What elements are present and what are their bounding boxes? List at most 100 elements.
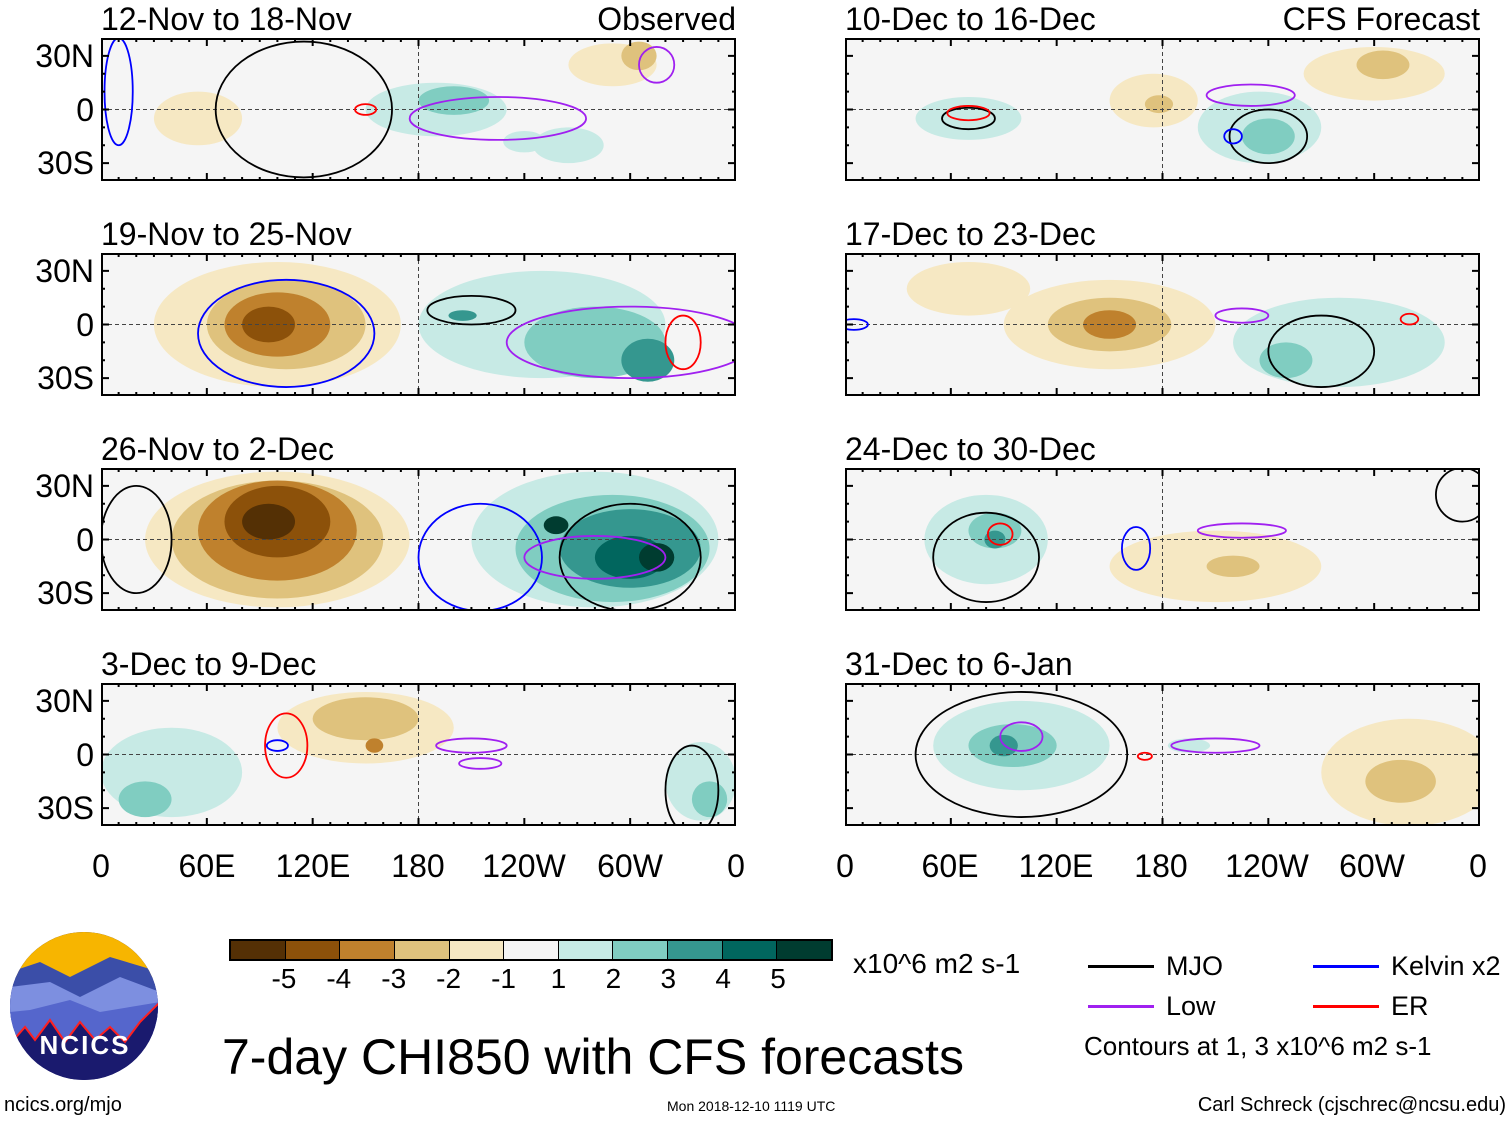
lat-label: 30S bbox=[37, 360, 94, 397]
lat-label: 30S bbox=[37, 790, 94, 827]
lat-label: 0 bbox=[76, 91, 94, 128]
colorbar-label: 1 bbox=[550, 963, 567, 994]
panel-title: 10-Dec to 16-Dec bbox=[845, 1, 1096, 37]
lat-label: 0 bbox=[76, 736, 94, 773]
lon-label: 60E bbox=[921, 848, 979, 884]
contour-kelvin bbox=[265, 739, 289, 752]
anomaly-area bbox=[543, 516, 569, 535]
contour-low bbox=[458, 757, 503, 770]
anomaly-area bbox=[621, 338, 675, 382]
contour-low bbox=[1205, 83, 1296, 107]
contour-kelvin bbox=[1223, 128, 1243, 145]
panel-border bbox=[845, 38, 1480, 181]
panel-border bbox=[845, 253, 1480, 396]
panel-title: 3-Dec to 9-Dec bbox=[101, 646, 317, 682]
lat-label: 0 bbox=[76, 306, 94, 343]
contour-kelvin bbox=[197, 278, 376, 388]
anomaly-area bbox=[242, 306, 296, 343]
contour-er bbox=[354, 103, 378, 116]
contour-mjo bbox=[941, 106, 996, 131]
colorbar-label: 2 bbox=[605, 963, 622, 994]
anomaly-area bbox=[915, 96, 1022, 140]
map-canvas bbox=[845, 253, 1480, 396]
contour-mjo bbox=[914, 691, 1129, 818]
contour-er bbox=[1136, 751, 1153, 761]
lon-label: 60W bbox=[1339, 848, 1405, 884]
contour-low bbox=[1170, 737, 1261, 754]
anomaly-area bbox=[1241, 118, 1295, 155]
lon-label: 60E bbox=[178, 848, 236, 884]
contour-mjo bbox=[426, 295, 517, 326]
lon-label: 120E bbox=[275, 848, 351, 884]
anomaly-area bbox=[638, 543, 675, 572]
map-canvas bbox=[101, 38, 736, 181]
lon-label: 120E bbox=[1018, 848, 1094, 884]
legend-kelvin: Kelvin x2 bbox=[1313, 950, 1510, 982]
lon-label: 0 bbox=[1469, 848, 1487, 884]
observed-label: Observed bbox=[597, 1, 736, 37]
colorbar bbox=[229, 939, 833, 961]
legend-label: Low bbox=[1166, 991, 1216, 1021]
map-panel: 24-Dec to 30-Dec bbox=[845, 431, 1480, 611]
contour-mjo bbox=[214, 40, 393, 179]
panel-title: 26-Nov to 2-Dec bbox=[101, 431, 334, 467]
contour-low bbox=[523, 535, 667, 580]
legend-mjo: MJO bbox=[1088, 950, 1223, 982]
lon-label: 0 bbox=[727, 848, 745, 884]
colorbar-label: -3 bbox=[381, 963, 407, 994]
lat-label: 30S bbox=[37, 575, 94, 612]
lat-label: 30N bbox=[35, 682, 94, 719]
contour-mjo bbox=[664, 744, 720, 826]
colorbar-label: -5 bbox=[271, 963, 297, 994]
footer-url[interactable]: ncics.org/mjo bbox=[4, 1094, 122, 1116]
lon-label: 0 bbox=[92, 848, 110, 884]
colorbar-swatch bbox=[722, 941, 778, 959]
anomaly-area bbox=[448, 310, 477, 321]
lon-label: 120W bbox=[482, 848, 566, 884]
map-canvas bbox=[101, 253, 736, 396]
colorbar-label: 5 bbox=[770, 963, 786, 994]
contour-er bbox=[986, 522, 1014, 546]
anomaly-area bbox=[503, 130, 546, 153]
ncics-logo: NCICS bbox=[10, 932, 158, 1080]
contour-low bbox=[1214, 307, 1270, 324]
panel-border bbox=[101, 468, 736, 611]
lon-label: 60W bbox=[597, 848, 663, 884]
anomaly-area bbox=[906, 261, 1031, 316]
colorbar-label: 3 bbox=[660, 963, 677, 994]
contour-low bbox=[999, 721, 1044, 752]
colorbar-label: -4 bbox=[326, 963, 352, 994]
colorbar-label: -2 bbox=[436, 963, 462, 994]
contour-low bbox=[435, 737, 508, 754]
anomaly-area bbox=[1259, 342, 1313, 379]
anomaly-area bbox=[118, 781, 172, 818]
anomaly-area bbox=[1083, 310, 1137, 339]
footer-author: Carl Schreck (cjschrec@ncsu.edu) bbox=[1197, 1094, 1506, 1116]
lon-label: 0 bbox=[836, 848, 854, 884]
anomaly-area bbox=[1206, 555, 1260, 578]
map-canvas bbox=[845, 683, 1480, 826]
colorbar-swatch bbox=[340, 941, 395, 959]
colorbar-units: x10^6 m2 s-1 bbox=[853, 948, 1021, 979]
panel-border bbox=[101, 253, 736, 396]
legend-label: MJO bbox=[1166, 951, 1223, 981]
map-canvas bbox=[101, 468, 736, 611]
map-panel: 31-Dec to 6-Jan bbox=[845, 646, 1480, 826]
contour-kelvin bbox=[845, 318, 869, 331]
contour-low bbox=[638, 46, 676, 84]
legend-low: Low bbox=[1088, 990, 1216, 1022]
colorbar-swatch bbox=[449, 941, 505, 959]
contour-mjo bbox=[1267, 314, 1376, 388]
colorbar-swatch bbox=[394, 941, 450, 959]
panel-title: 24-Dec to 30-Dec bbox=[845, 431, 1096, 467]
forecast-label: CFS Forecast bbox=[1282, 1, 1480, 37]
colorbar-swatch bbox=[613, 941, 669, 959]
panel-border bbox=[101, 38, 736, 181]
contour-er bbox=[1399, 312, 1420, 326]
panel-title: 12-Nov to 18-Nov bbox=[101, 1, 352, 37]
map-panel: 17-Dec to 23-Dec bbox=[845, 216, 1480, 396]
contour-mjo bbox=[1435, 468, 1480, 523]
map-panel: 12-Nov to 18-Nov Observed 30N 0 30S bbox=[35, 1, 736, 181]
lon-label: 120W bbox=[1225, 848, 1309, 884]
